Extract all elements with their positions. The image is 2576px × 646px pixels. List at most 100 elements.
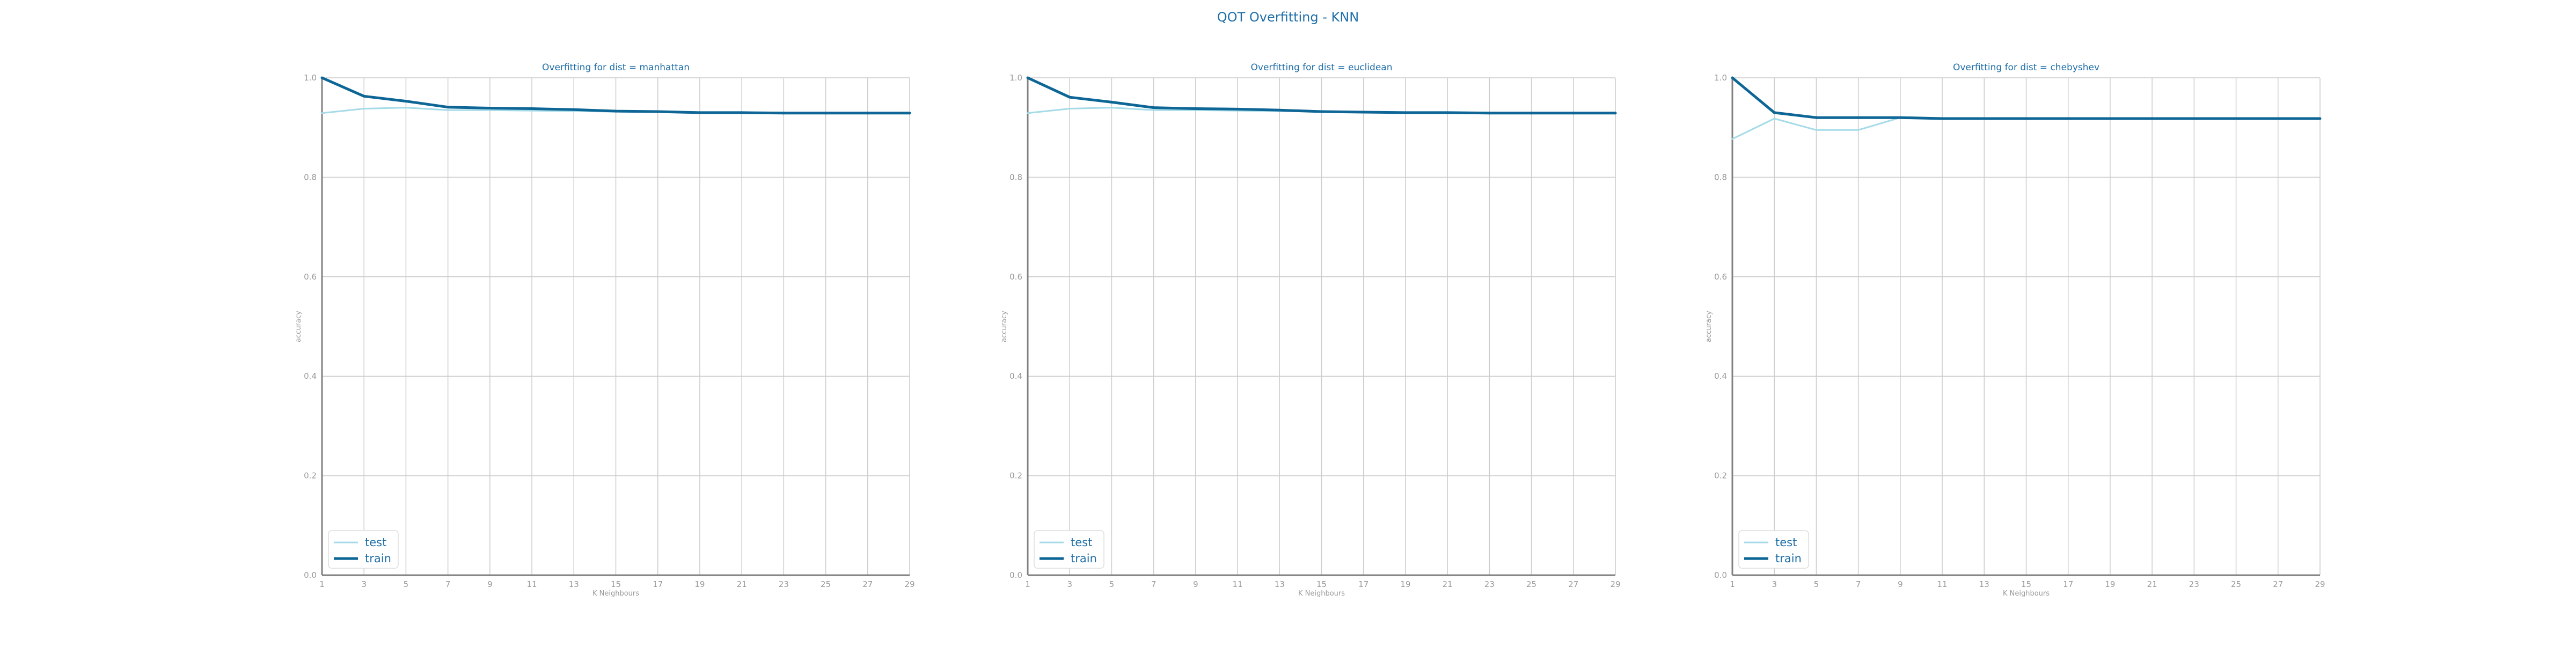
- x-tick-label: 27: [1568, 579, 1578, 589]
- x-tick-label: 19: [1400, 579, 1410, 589]
- x-tick-label: 5: [1109, 579, 1115, 589]
- x-axis-label: K Neighbours: [1298, 590, 1345, 598]
- data-point-train: [1941, 117, 1944, 120]
- data-point-train: [362, 94, 365, 98]
- y-tick-label: 0.4: [1009, 371, 1022, 381]
- subplot-3: 1 3 5 7 9 11 13 15 17 19 21 23 25 27 290.00.20.40.60.8…: [1705, 62, 2325, 598]
- data-point-test: [489, 109, 491, 111]
- y-tick-label: 0.6: [304, 272, 317, 282]
- x-tick-label: 9: [487, 579, 493, 589]
- y-tick-label: 0.4: [304, 371, 317, 381]
- y-axis-label: accuracy: [1705, 311, 1713, 342]
- data-point-test: [447, 109, 449, 111]
- legend: test train: [1034, 530, 1104, 569]
- legend-label-test: test: [365, 536, 386, 549]
- x-tick-label: 17: [1358, 579, 1368, 589]
- y-tick-label: 1.0: [1009, 73, 1022, 83]
- x-tick-label: 29: [904, 579, 914, 589]
- data-point-train: [2277, 117, 2280, 120]
- x-axis-label: K Neighbours: [2003, 590, 2050, 598]
- data-point-train: [447, 106, 450, 109]
- x-tick-label: 7: [1856, 579, 1861, 589]
- x-tick-label: 9: [1898, 579, 1903, 589]
- x-tick-label: 29: [1610, 579, 1620, 589]
- x-axis-label: K Neighbours: [592, 590, 639, 598]
- data-point-train: [2067, 117, 2070, 120]
- data-point-test: [1153, 109, 1155, 111]
- data-point-train: [1572, 112, 1575, 115]
- x-tick-label: 19: [694, 579, 705, 589]
- data-point-train: [1899, 116, 1902, 119]
- subplot-title: Overfitting for dist = chebyshev: [1953, 62, 2099, 73]
- data-point-train: [782, 112, 785, 115]
- data-point-train: [320, 76, 324, 79]
- data-point-train: [2109, 117, 2112, 120]
- subplot-1: 1 3 5 7 9 11 13 15 17 19 21 23 25 27 290.00.20.40.60.8…: [295, 62, 915, 598]
- data-point-train: [1731, 76, 1734, 79]
- subplot-title: Overfitting for dist = euclidean: [1251, 62, 1393, 73]
- data-point-test: [1731, 138, 1733, 140]
- data-point-train: [1488, 112, 1491, 115]
- y-axis-label: accuracy: [295, 311, 303, 342]
- y-tick-label: 0.6: [1714, 272, 1727, 282]
- data-point-train: [698, 111, 701, 114]
- data-point-test: [1069, 107, 1071, 109]
- x-tick-label: 25: [2231, 579, 2241, 589]
- subplot-title: Overfitting for dist = manhattan: [542, 62, 690, 73]
- x-tick-label: 27: [2273, 579, 2283, 589]
- x-tick-label: 1: [1730, 579, 1735, 589]
- data-point-test: [1027, 112, 1029, 114]
- x-tick-label: 19: [2105, 579, 2115, 589]
- x-tick-label: 27: [862, 579, 873, 589]
- y-tick-label: 0.0: [304, 570, 317, 580]
- x-tick-label: 13: [1979, 579, 1989, 589]
- subplot-2: 1 3 5 7 9 11 13 15 17 19 21 23 25 27 290.00.20.40.60.8…: [1000, 62, 1621, 598]
- x-tick-label: 15: [1316, 579, 1327, 589]
- data-point-train: [1530, 112, 1533, 115]
- y-tick-label: 1.0: [1714, 73, 1727, 83]
- y-tick-label: 0.0: [1009, 570, 1022, 580]
- x-tick-label: 3: [1067, 579, 1072, 589]
- x-tick-label: 3: [1772, 579, 1777, 589]
- y-tick-label: 0.8: [304, 172, 317, 182]
- data-point-test: [1815, 129, 1817, 131]
- data-point-train: [1236, 107, 1239, 111]
- data-point-train: [404, 100, 407, 103]
- data-point-train: [1404, 111, 1407, 114]
- legend: test train: [1738, 530, 1809, 569]
- data-point-test: [321, 112, 323, 114]
- data-point-train: [572, 108, 575, 111]
- y-tick-label: 0.6: [1009, 272, 1022, 282]
- data-point-test: [363, 107, 365, 109]
- y-tick-label: 0.0: [1714, 570, 1727, 580]
- x-tick-label: 9: [1193, 579, 1198, 589]
- data-point-train: [2235, 117, 2238, 120]
- data-point-train: [740, 111, 743, 114]
- legend-label-train: train: [365, 552, 391, 565]
- legend: test train: [328, 530, 399, 569]
- data-point-train: [1278, 108, 1281, 112]
- x-tick-label: 17: [2063, 579, 2073, 589]
- legend-label-train: train: [1071, 552, 1097, 565]
- x-tick-label: 23: [779, 579, 789, 589]
- legend-label-train: train: [1775, 552, 1802, 565]
- y-tick-label: 0.8: [1009, 172, 1022, 182]
- y-tick-label: 0.4: [1714, 371, 1727, 381]
- data-point-train: [1362, 111, 1365, 114]
- x-tick-label: 1: [319, 579, 325, 589]
- legend-label-test: test: [1071, 536, 1092, 549]
- data-point-train: [1814, 116, 1818, 119]
- data-point-train: [1857, 116, 1860, 119]
- data-point-train: [824, 112, 828, 115]
- x-tick-label: 25: [1526, 579, 1536, 589]
- data-point-train: [614, 109, 617, 113]
- data-point-train: [488, 107, 492, 110]
- x-tick-label: 11: [1233, 579, 1243, 589]
- x-tick-label: 7: [1151, 579, 1157, 589]
- data-point-train: [1194, 107, 1197, 110]
- data-point-train: [1773, 111, 1776, 114]
- data-point-train: [2025, 117, 2028, 120]
- data-point-test: [1857, 129, 1860, 131]
